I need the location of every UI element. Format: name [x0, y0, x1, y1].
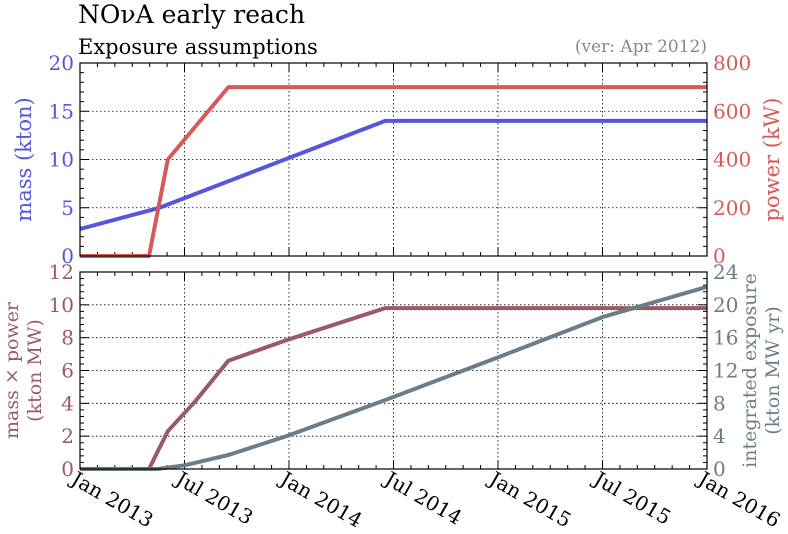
y-left-tick-label: 6 — [61, 359, 74, 383]
y-left-tick-label: 20 — [49, 51, 74, 75]
chart-subtitle: Exposure assumptions — [78, 35, 318, 59]
y-right-tick-label: 200 — [713, 196, 751, 220]
y-left-tick-label: 2 — [61, 424, 74, 448]
y-left-axis-title: mass × power — [1, 301, 23, 439]
series-line-mass — [79, 118, 707, 231]
y-left-tick-label: 4 — [61, 391, 74, 415]
y-right-axis-title-units: (kton MW yr) — [762, 306, 784, 435]
series-line-integrated — [80, 284, 708, 471]
x-tick-label: Jan 2013 — [66, 466, 158, 533]
y-right-tick-label: 0 — [713, 457, 726, 481]
y-right-tick-label: 800 — [713, 51, 751, 75]
y-left-tick-label: 10 — [49, 293, 74, 317]
y-right-tick-label: 20 — [713, 293, 738, 317]
x-axis-labels: Jan 2013 Jul 2013 Jan 2014 Jul 2014 Jan 2015… — [66, 466, 785, 533]
y-right-axis-title: integrated exposure — [739, 273, 761, 468]
x-tick-label: Jan 2016 — [693, 466, 785, 533]
y-right-tick-label: 400 — [713, 148, 751, 172]
y-left-tick-label: 12 — [49, 260, 74, 284]
version-note: (ver: Apr 2012) — [575, 37, 707, 57]
plot-frame — [79, 62, 708, 257]
series-line-mass-x-power — [80, 306, 707, 471]
y-right-axis-title: power (kW) — [760, 98, 784, 222]
y-right-tick-label: 16 — [713, 326, 738, 350]
x-tick-label: Jul 2013 — [170, 466, 257, 530]
plot-frame — [79, 271, 708, 470]
y-right-tick-label: 12 — [713, 359, 738, 383]
y-right-tick-label: 600 — [713, 99, 751, 123]
y-right-tick-label: 0 — [713, 244, 726, 268]
y-left-tick-label: 15 — [49, 99, 74, 123]
y-right-tick-label: 8 — [713, 391, 726, 415]
chart-title: NOνA early reach — [78, 0, 305, 29]
y-left-tick-label: 8 — [61, 326, 74, 350]
x-tick-label: Jan 2015 — [484, 466, 576, 533]
y-left-axis-title: mass (kton) — [12, 97, 36, 221]
y-right-tick-label: 4 — [713, 424, 726, 448]
y-left-tick-label: 0 — [61, 244, 74, 268]
x-tick-label: Jul 2015 — [588, 466, 675, 530]
x-tick-label: Jul 2014 — [379, 466, 466, 530]
y-right-tick-label: 24 — [713, 260, 738, 284]
y-left-axis-title-units: (kton MW) — [24, 319, 46, 422]
y-left-tick-label: 10 — [49, 148, 74, 172]
x-tick-label: Jan 2014 — [275, 466, 367, 533]
y-left-tick-label: 0 — [61, 457, 74, 481]
y-left-tick-label: 5 — [61, 196, 74, 220]
